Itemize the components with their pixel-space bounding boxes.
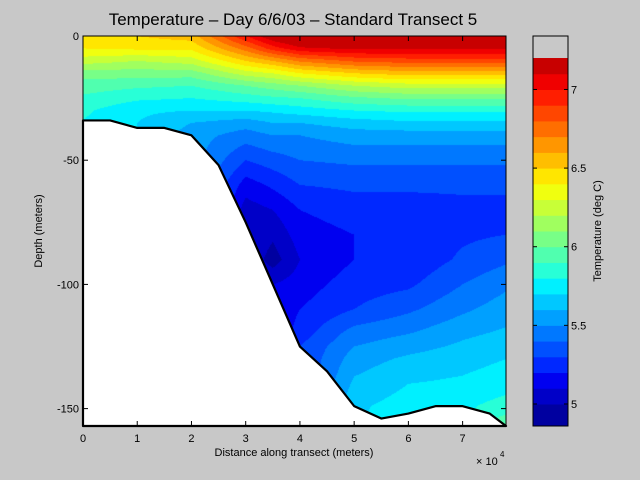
colorbar-tick-label: 7: [571, 84, 577, 96]
colorbar-band: [533, 246, 568, 263]
y-axis-ticks: 0 -50 -100 -150: [57, 31, 506, 416]
colorbar-band: [533, 388, 568, 405]
colorbar-bands: [533, 58, 568, 427]
x-axis-ticks: 0 1 2 3 4 5 6 7: [80, 36, 466, 445]
y-tick-label: -100: [57, 279, 79, 291]
colorbar-band: [533, 199, 568, 216]
colorbar-band: [533, 262, 568, 279]
colorbar-band: [533, 293, 568, 311]
colorbar-tick-label: 6.5: [571, 163, 586, 175]
colorbar-band: [533, 278, 568, 295]
y-tick-label: 0: [73, 31, 79, 43]
colorbar-band: [533, 403, 568, 427]
colorbar-band: [533, 325, 568, 342]
x-tick-label: 7: [460, 433, 466, 445]
x-axis-multiplier-exponent: 4: [500, 450, 505, 459]
plot-area: 0 1 2 3 4 5 6 7 0 -50 -100 -150: [57, 31, 508, 445]
y-tick-label: -150: [57, 404, 79, 416]
plot-frame: [82, 35, 507, 427]
x-tick-label: 4: [297, 433, 303, 445]
y-tick-label: -50: [63, 155, 79, 167]
colorbar-frame: [532, 35, 569, 427]
colorbar-band: [533, 356, 568, 374]
colorbar-band: [533, 89, 568, 106]
colorbar-band: [533, 183, 568, 201]
colorbar-band: [533, 105, 568, 122]
y-axis-label: Depth (meters): [33, 194, 45, 267]
colorbar-tick-label: 5.5: [571, 320, 586, 332]
x-tick-label: 2: [188, 433, 194, 445]
x-tick-label: 0: [80, 433, 86, 445]
colorbar-tick-label: 5: [571, 399, 577, 411]
x-tick-label: 1: [134, 433, 140, 445]
colorbar-band: [533, 341, 568, 358]
x-axis-label: Distance along transect (meters): [215, 447, 374, 459]
colorbar-band: [533, 73, 568, 90]
x-tick-label: 5: [351, 433, 357, 445]
colorbar: 5 5.5 6 6.5 7: [532, 35, 586, 427]
chart-title: Temperature – Day 6/6/03 – Standard Tran…: [109, 10, 478, 29]
colorbar-band: [533, 136, 568, 153]
colorbar-band: [533, 168, 568, 185]
x-axis-multiplier: × 10: [476, 456, 498, 468]
colorbar-tick-label: 6: [571, 242, 577, 254]
x-tick-label: 3: [243, 433, 249, 445]
colorbar-ticks: 5 5.5 6 6.5 7: [533, 84, 586, 411]
seafloor-bottom: [81, 119, 508, 428]
colorbar-band: [533, 58, 568, 75]
colorbar-band: [533, 231, 568, 248]
x-tick-label: 6: [405, 433, 411, 445]
colorbar-label: Temperature (deg C): [592, 180, 604, 282]
colorbar-band: [533, 309, 568, 326]
colorbar-band: [533, 215, 568, 232]
colorbar-band: [533, 120, 568, 138]
colorbar-band: [533, 372, 568, 389]
colorbar-band: [533, 152, 568, 169]
